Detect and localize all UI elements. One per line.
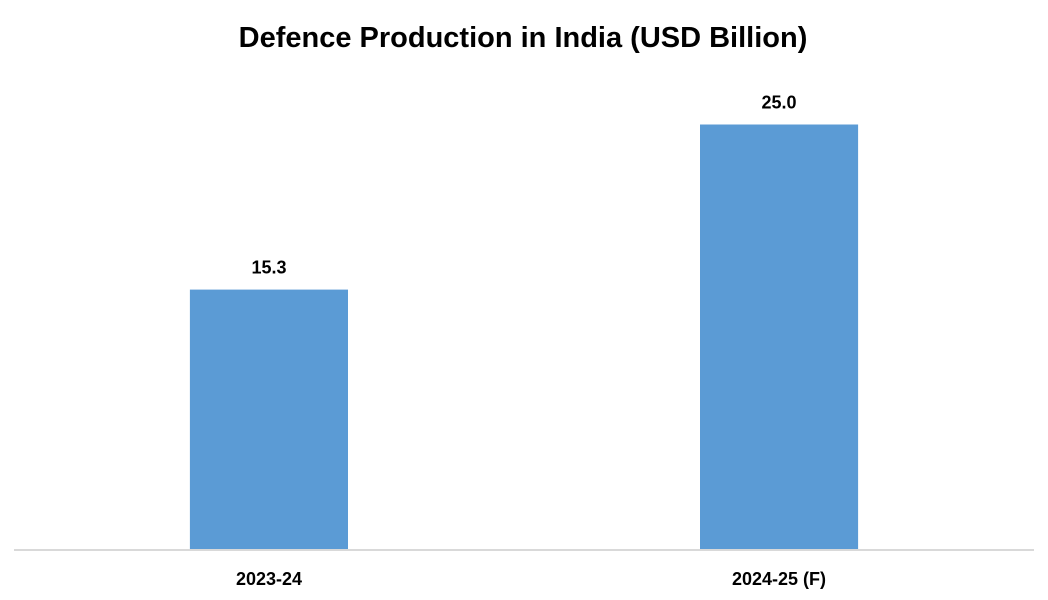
chart-title: Defence Production in India (USD Billion…: [239, 22, 808, 54]
data-label-1: 15.3: [251, 258, 286, 278]
x-tick-label-1: 2023-24: [236, 569, 302, 589]
bar-1: [189, 289, 348, 550]
data-label-2: 25.0: [761, 93, 796, 113]
bars-group: [189, 124, 859, 550]
bar-2: [700, 124, 859, 550]
x-tick-label-2: 2024-25 (F): [732, 569, 826, 589]
x-tick-labels-group: 2023-24 2024-25 (F): [236, 569, 826, 589]
data-labels-group: 15.3 25.0: [251, 93, 796, 278]
